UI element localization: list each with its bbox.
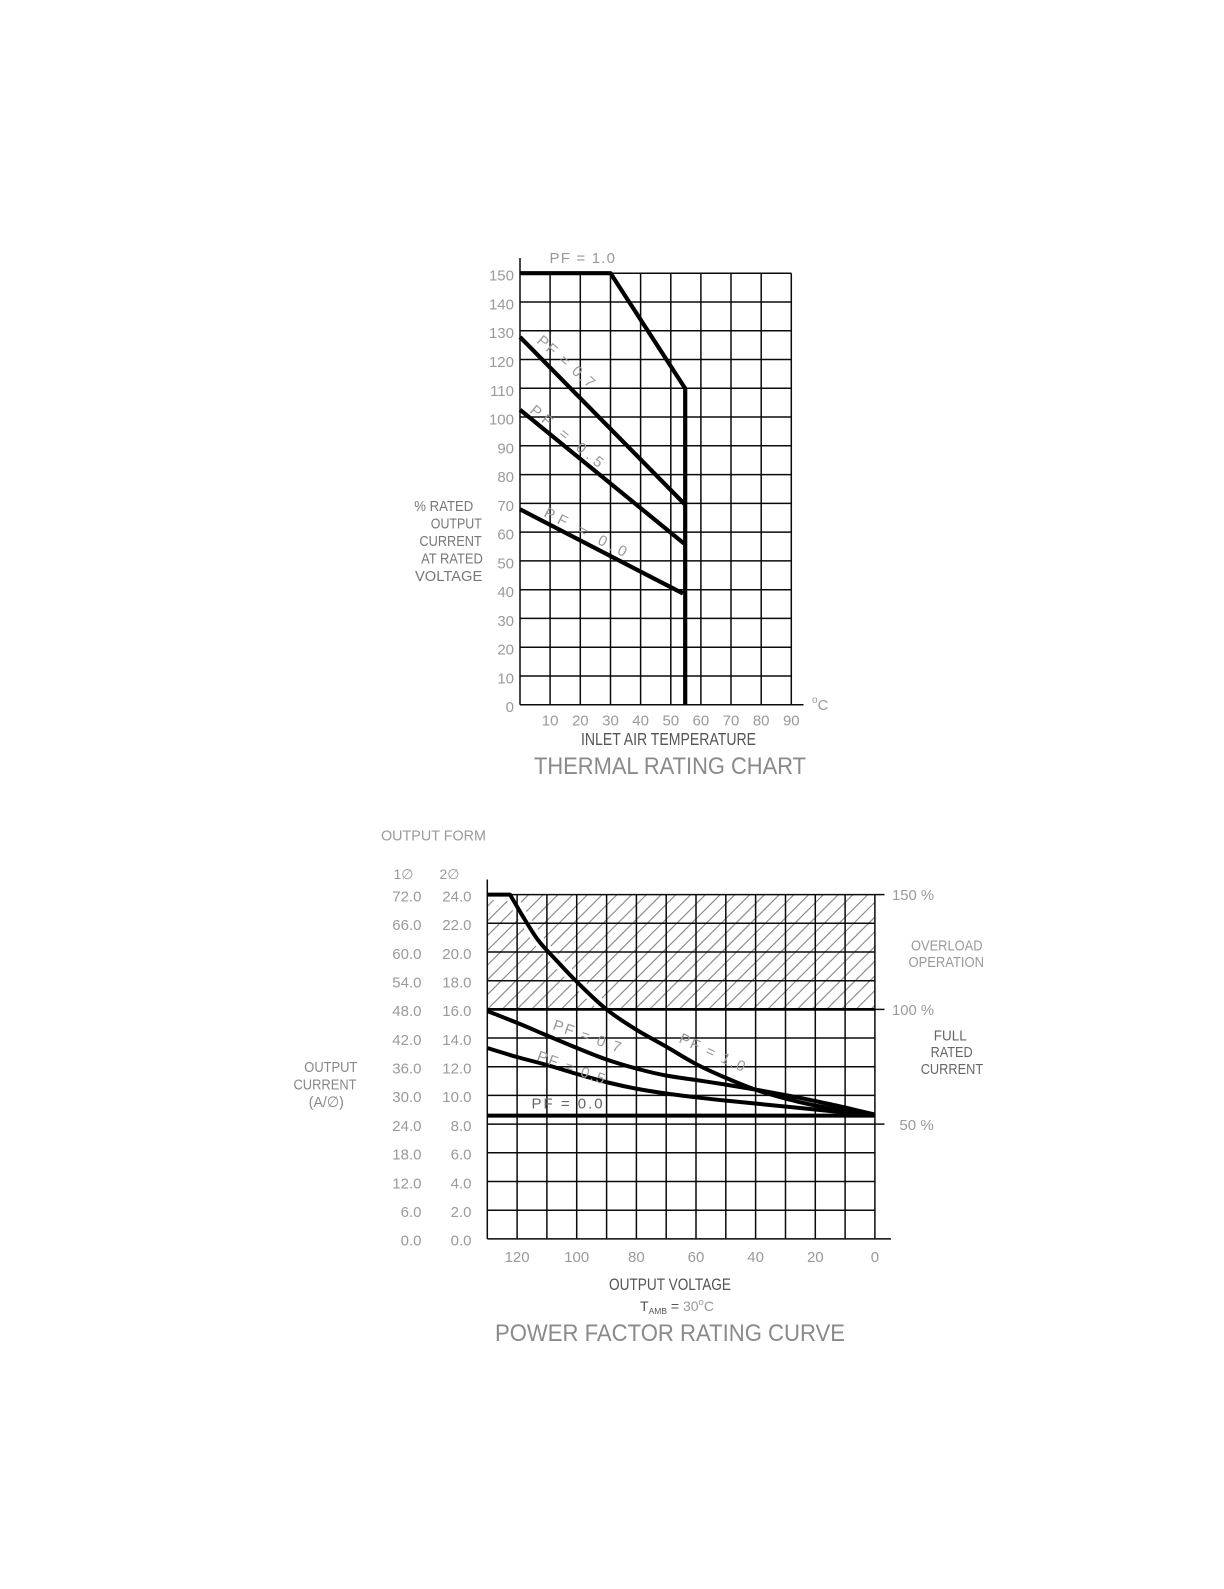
svg-text:24.0: 24.0 [392,1118,421,1135]
svg-text:24.0: 24.0 [442,888,471,905]
svg-text:54.0: 54.0 [392,975,421,992]
svg-text:8.0: 8.0 [451,1118,472,1135]
svg-text:42.0: 42.0 [392,1032,421,1049]
svg-text:1∅: 1∅ [394,866,414,882]
svg-text:PF = 1.0: PF = 1.0 [550,250,617,267]
svg-text:2∅: 2∅ [440,866,460,882]
svg-text:OPERATION: OPERATION [909,954,985,971]
svg-text:70: 70 [723,713,740,730]
svg-text:90: 90 [497,440,514,457]
svg-text:PF = 0.0: PF = 0.0 [532,1096,605,1113]
svg-text:6.0: 6.0 [451,1147,472,1164]
svg-text:FULL: FULL [934,1028,967,1045]
svg-text:120: 120 [489,354,514,371]
svg-text:50: 50 [662,713,679,730]
svg-text:20: 20 [572,713,589,730]
svg-text:CURRENT: CURRENT [419,533,481,550]
svg-text:10.0: 10.0 [442,1089,471,1106]
svg-text:90: 90 [783,713,800,730]
svg-text:80: 80 [628,1249,645,1266]
svg-text:OVERLOAD: OVERLOAD [911,938,983,955]
svg-text:10: 10 [542,713,559,730]
svg-text:THERMAL RATING CHART: THERMAL RATING CHART [534,753,806,780]
svg-text:0.0: 0.0 [401,1233,422,1250]
svg-text:OUTPUT: OUTPUT [431,516,482,533]
svg-text:6.0: 6.0 [401,1204,422,1221]
svg-text:oC: oC [812,695,829,714]
svg-text:12.0: 12.0 [442,1061,471,1078]
svg-text:POWER FACTOR RATING CURVE: POWER FACTOR RATING CURVE [495,1320,845,1347]
svg-text:OUTPUT VOLTAGE: OUTPUT VOLTAGE [609,1275,731,1294]
svg-text:36.0: 36.0 [392,1061,421,1078]
svg-text:50: 50 [497,555,514,572]
svg-text:20.0: 20.0 [442,946,471,963]
svg-text:50 %: 50 % [899,1117,934,1134]
svg-text:4.0: 4.0 [451,1175,472,1192]
svg-text:66.0: 66.0 [392,917,421,934]
svg-text:14.0: 14.0 [442,1032,471,1049]
svg-text:100: 100 [564,1249,589,1266]
svg-text:CURRENT: CURRENT [921,1061,984,1078]
svg-text:120: 120 [505,1249,530,1266]
svg-text:18.0: 18.0 [442,975,471,992]
svg-text:20: 20 [497,642,514,659]
svg-text:30: 30 [602,713,619,730]
svg-text:80: 80 [497,469,514,486]
svg-text:2.0: 2.0 [451,1204,472,1221]
svg-text:20: 20 [807,1249,824,1266]
svg-text:70: 70 [497,498,514,515]
svg-text:60.0: 60.0 [392,946,421,963]
svg-text:100 %: 100 % [892,1002,934,1019]
svg-text:30.0: 30.0 [392,1089,421,1106]
svg-text:40: 40 [747,1249,764,1266]
svg-text:40: 40 [632,713,649,730]
svg-text:VOLTAGE: VOLTAGE [415,568,482,585]
svg-text:% RATED: % RATED [414,498,473,515]
svg-text:150 %: 150 % [892,887,934,904]
svg-text:48.0: 48.0 [392,1003,421,1020]
svg-text:INLET AIR TEMPERATURE: INLET AIR TEMPERATURE [581,729,756,749]
svg-text:60: 60 [693,713,710,730]
svg-text:40: 40 [497,584,514,601]
svg-text:OUTPUT FORM: OUTPUT FORM [381,828,486,845]
svg-text:RATED: RATED [931,1044,973,1061]
svg-text:60: 60 [497,527,514,544]
svg-text:130: 130 [489,325,514,342]
svg-text:60: 60 [688,1249,705,1266]
svg-text:150: 150 [489,268,514,285]
svg-text:12.0: 12.0 [392,1175,421,1192]
svg-text:80: 80 [753,713,770,730]
svg-text:16.0: 16.0 [442,1003,471,1020]
svg-text:110: 110 [490,383,514,400]
svg-text:0: 0 [506,699,514,716]
svg-text:140: 140 [489,297,514,314]
svg-text:OUTPUT: OUTPUT [304,1059,357,1076]
svg-text:0: 0 [871,1249,879,1266]
svg-text:AT RATED: AT RATED [421,551,483,568]
svg-text:10: 10 [497,671,514,688]
svg-text:(A/∅): (A/∅) [309,1094,344,1111]
svg-text:CURRENT: CURRENT [294,1077,357,1094]
svg-text:30: 30 [497,613,514,630]
svg-text:0.0: 0.0 [451,1233,472,1250]
svg-text:72.0: 72.0 [392,888,421,905]
svg-text:18.0: 18.0 [392,1147,421,1164]
svg-text:22.0: 22.0 [442,917,471,934]
svg-text:100: 100 [489,412,514,429]
